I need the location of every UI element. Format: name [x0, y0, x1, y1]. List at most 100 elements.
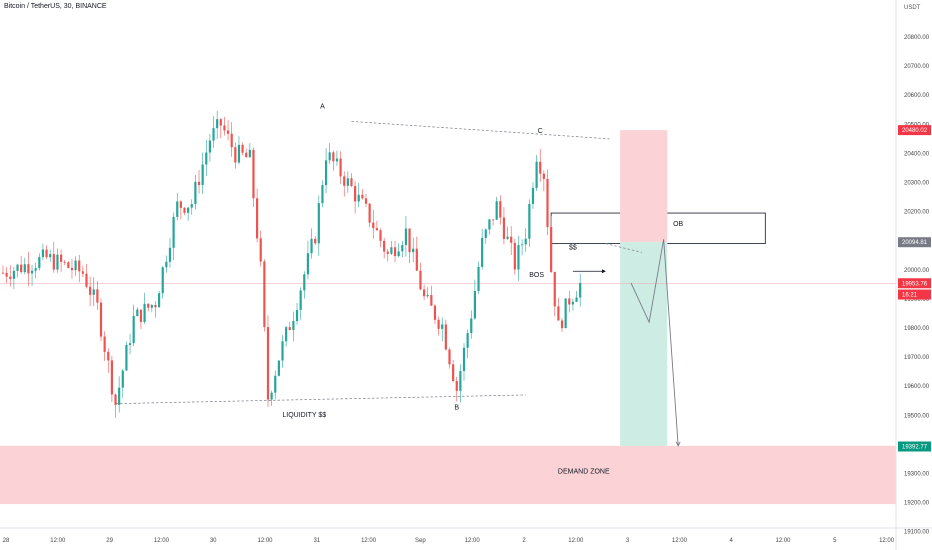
candle[interactable] [459, 364, 462, 403]
candle[interactable] [568, 291, 571, 313]
candle[interactable] [528, 199, 531, 247]
candle[interactable] [81, 265, 84, 278]
candle[interactable] [23, 257, 26, 275]
candle[interactable] [372, 209, 375, 239]
candle[interactable] [74, 256, 77, 276]
demand-zone[interactable] [0, 445, 896, 505]
candle[interactable] [1, 265, 5, 275]
candle[interactable] [259, 230, 262, 267]
candle[interactable] [132, 304, 135, 347]
time-axis[interactable]: 28 12:00 29 12:00 30 12:00 31 12:00 Sep 12:00 2 12:… [0, 527, 932, 544]
candle[interactable] [495, 197, 498, 221]
candle[interactable] [118, 376, 121, 413]
candle[interactable] [520, 239, 524, 256]
candle[interactable] [375, 221, 378, 231]
candle[interactable] [183, 207, 186, 216]
candle[interactable] [299, 287, 302, 320]
candle[interactable] [397, 243, 400, 258]
take-profit-zone[interactable] [620, 242, 668, 446]
candle[interactable] [9, 265, 12, 287]
candle[interactable] [448, 347, 451, 369]
candle[interactable] [245, 148, 248, 158]
candle[interactable] [462, 343, 466, 381]
candle[interactable] [176, 192, 179, 221]
candle[interactable] [223, 116, 226, 136]
candle[interactable] [285, 325, 288, 347]
candle[interactable] [230, 122, 233, 157]
candle[interactable] [165, 255, 168, 273]
candle[interactable] [575, 291, 578, 303]
candle[interactable] [121, 368, 124, 399]
candle[interactable] [314, 236, 317, 246]
candle[interactable] [357, 182, 360, 208]
candle[interactable] [63, 260, 66, 266]
candle[interactable] [571, 298, 575, 311]
candle[interactable] [364, 193, 368, 207]
candle[interactable] [513, 238, 516, 275]
candle[interactable] [226, 120, 230, 141]
candle[interactable] [154, 301, 157, 318]
candle[interactable] [295, 302, 299, 325]
candle[interactable] [332, 150, 335, 171]
candle[interactable] [78, 254, 81, 283]
projected-path[interactable] [630, 239, 679, 446]
candle[interactable] [379, 228, 382, 248]
candle[interactable] [470, 310, 473, 339]
candle[interactable] [350, 173, 353, 188]
candle[interactable] [361, 189, 364, 200]
candle[interactable] [401, 241, 404, 258]
candle[interactable] [426, 287, 429, 299]
candle[interactable] [437, 316, 440, 336]
candle[interactable] [408, 228, 411, 264]
candle[interactable] [531, 182, 535, 209]
candle[interactable] [564, 298, 567, 329]
candle[interactable] [237, 136, 241, 165]
candle[interactable] [136, 307, 139, 317]
candle[interactable] [143, 292, 146, 324]
candle[interactable] [266, 315, 270, 407]
candle[interactable] [212, 116, 215, 148]
candle[interactable] [335, 150, 339, 166]
candle[interactable] [393, 240, 397, 263]
candle[interactable] [34, 262, 37, 278]
candle[interactable] [277, 360, 280, 377]
candle[interactable] [157, 291, 161, 308]
candle[interactable] [354, 181, 357, 214]
candle[interactable] [89, 276, 92, 307]
candle[interactable] [535, 154, 538, 192]
candle[interactable] [12, 267, 15, 290]
candle[interactable] [303, 271, 306, 299]
candle[interactable] [484, 228, 487, 244]
candle[interactable] [41, 243, 45, 261]
candle[interactable] [216, 110, 219, 140]
candle[interactable] [241, 142, 244, 156]
equal-highs-line[interactable] [605, 243, 642, 253]
candle[interactable] [306, 240, 310, 280]
candle[interactable] [67, 261, 70, 269]
candle[interactable] [444, 319, 447, 351]
candle[interactable] [506, 226, 509, 240]
candle[interactable] [5, 267, 8, 284]
candle[interactable] [452, 360, 455, 383]
candle[interactable] [310, 228, 313, 259]
candle[interactable] [172, 212, 175, 260]
candle[interactable] [560, 318, 564, 332]
candle[interactable] [415, 236, 418, 271]
candle[interactable] [52, 241, 55, 273]
candle[interactable] [288, 322, 291, 331]
candle[interactable] [128, 333, 132, 355]
candle[interactable] [190, 199, 193, 215]
candle[interactable] [419, 262, 422, 291]
candle[interactable] [234, 142, 237, 169]
stop-loss-zone[interactable] [620, 130, 668, 243]
candle[interactable] [539, 148, 542, 182]
candle[interactable] [114, 393, 117, 418]
candle[interactable] [488, 218, 491, 235]
candle[interactable] [412, 237, 415, 262]
candle[interactable] [368, 203, 371, 228]
candle[interactable] [455, 376, 458, 402]
candle[interactable] [150, 304, 153, 313]
candle[interactable] [328, 143, 331, 164]
candle[interactable] [510, 226, 513, 256]
